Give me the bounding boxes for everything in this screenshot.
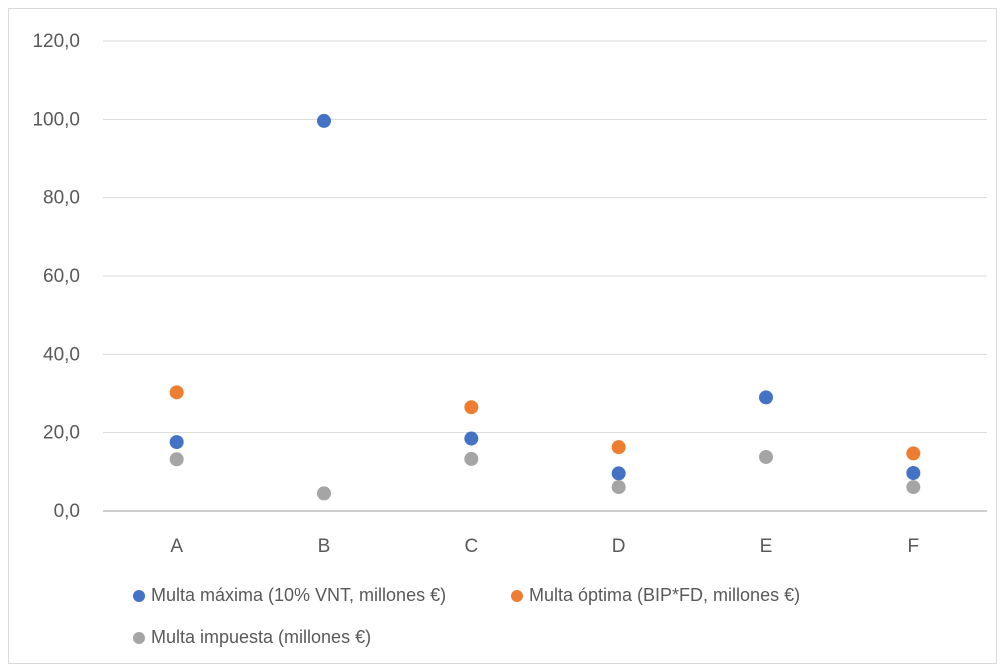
data-point-series-2 [464, 400, 479, 415]
data-point-series-1 [317, 113, 331, 128]
data-point-series-1 [169, 435, 184, 450]
x-tick-label: B [318, 536, 331, 557]
y-axis-ticks: 0,0 20,0 40,0 60,0 80,0 100,0 120,0 [32, 31, 80, 522]
data-point-series-3 [759, 449, 773, 464]
gridlines [103, 40, 987, 512]
y-tick-label: 80,0 [43, 188, 80, 209]
x-tick-label: D [612, 536, 626, 557]
data-point-series-1 [611, 466, 626, 481]
data-point-series-1 [759, 390, 773, 405]
y-tick-label: 20,0 [43, 423, 80, 444]
data-point-series-1 [906, 466, 921, 481]
data-point-series-1 [464, 431, 479, 446]
y-tick-label: 120,0 [32, 31, 80, 52]
x-tick-label: F [908, 536, 920, 557]
data-point-series-2 [169, 385, 184, 400]
chart-frame [8, 8, 997, 664]
y-tick-label: 0,0 [54, 501, 80, 522]
y-tick-label: 40,0 [43, 344, 80, 365]
data-points [169, 113, 921, 501]
y-tick-label: 100,0 [32, 109, 80, 130]
data-point-series-3 [169, 452, 184, 467]
x-tick-label: E [760, 536, 773, 557]
y-tick-label: 60,0 [43, 266, 80, 287]
data-point-series-3 [464, 451, 479, 466]
x-tick-label: A [170, 536, 183, 557]
data-point-series-2 [611, 440, 626, 455]
x-axis-ticks: A B C D E F [170, 536, 919, 557]
data-point-series-3 [906, 480, 921, 495]
data-point-series-3 [611, 480, 626, 495]
data-point-series-2 [906, 446, 921, 461]
x-tick-label: C [464, 536, 478, 557]
data-point-series-3 [317, 486, 331, 501]
